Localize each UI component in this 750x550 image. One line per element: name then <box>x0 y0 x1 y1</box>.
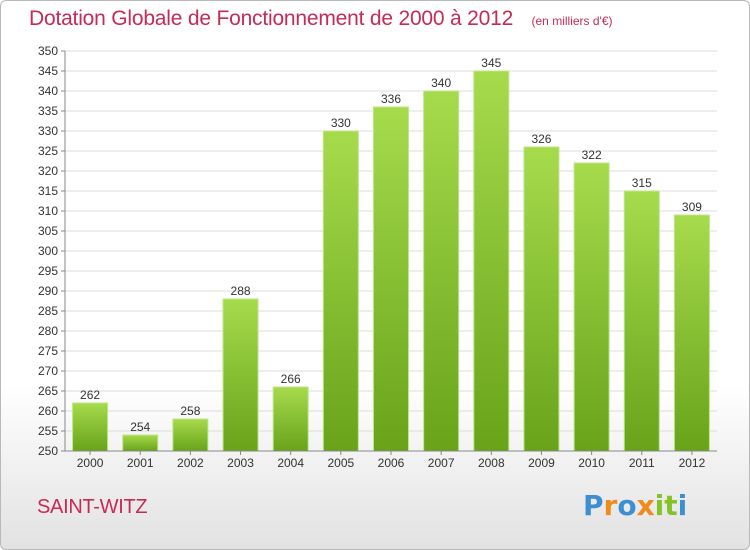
data-label: 330 <box>331 116 351 130</box>
x-tick-label: 2003 <box>227 456 254 470</box>
data-label: 258 <box>180 404 200 418</box>
axes <box>61 50 717 455</box>
y-tick-label: 325 <box>38 144 58 158</box>
bar-2004 <box>272 386 309 452</box>
proxiti-logo: Proxiti <box>583 489 687 522</box>
x-tick-label: 2010 <box>578 456 605 470</box>
x-tick-label: 2000 <box>77 456 104 470</box>
y-tick-label: 335 <box>38 104 58 118</box>
logo-letter: x <box>636 489 655 522</box>
x-tick-label: 2005 <box>327 456 354 470</box>
y-tick-label: 315 <box>38 184 58 198</box>
title-row: Dotation Globale de Fonctionnement de 20… <box>29 7 613 31</box>
x-tick-label: 2008 <box>478 456 505 470</box>
y-tick-label: 295 <box>38 264 58 278</box>
y-tick-label: 290 <box>38 284 58 298</box>
x-tick-label: 2012 <box>679 456 706 470</box>
y-tick-label: 300 <box>38 244 58 258</box>
data-label: 266 <box>281 372 301 386</box>
bar-2001 <box>122 434 159 452</box>
bar-2010 <box>573 162 610 452</box>
chart-subtitle: (en milliers d'€) <box>531 14 613 28</box>
data-label: 254 <box>130 420 150 434</box>
x-tick-label: 2001 <box>127 456 154 470</box>
y-tick-label: 320 <box>38 164 58 178</box>
y-tick-label: 275 <box>38 344 58 358</box>
logo-letter: t <box>664 489 678 522</box>
y-tick-label: 265 <box>38 384 58 398</box>
data-label: 288 <box>231 284 251 298</box>
y-tick-label: 345 <box>38 64 58 78</box>
x-tick-label: 2007 <box>428 456 455 470</box>
x-tick-label: 2009 <box>528 456 555 470</box>
logo-letter: P <box>583 489 604 522</box>
labels: 250 255 260 265 270 275 280 285 290 295 300 305 310 3… <box>38 44 706 470</box>
y-tick-label: 310 <box>38 204 58 218</box>
y-tick-label: 305 <box>38 224 58 238</box>
y-tick-label: 280 <box>38 324 58 338</box>
bar-2007 <box>423 90 460 452</box>
logo-letter: i <box>677 489 688 522</box>
x-tick-label: 2004 <box>277 456 304 470</box>
bars <box>72 70 710 452</box>
bar-2008 <box>473 70 510 452</box>
logo-letter: i <box>654 489 665 522</box>
data-label: 262 <box>80 388 100 402</box>
bar-2002 <box>172 418 209 452</box>
data-label: 326 <box>531 132 551 146</box>
data-label: 345 <box>481 56 501 70</box>
x-tick-label: 2011 <box>629 456 655 470</box>
y-tick-label: 285 <box>38 304 58 318</box>
bar-2006 <box>373 106 409 452</box>
y-tick-label: 255 <box>38 424 58 438</box>
bar-2012 <box>673 214 710 452</box>
logo-letter: r <box>603 489 618 522</box>
place-name: SAINT-WITZ <box>37 496 148 518</box>
y-tick-label: 330 <box>38 124 58 138</box>
bar-2009 <box>523 146 560 452</box>
x-tick-label: 2006 <box>378 456 405 470</box>
y-tick-label: 270 <box>38 364 58 378</box>
data-label: 322 <box>582 148 602 162</box>
logo-letter: o <box>617 489 637 522</box>
y-tick-label: 250 <box>38 444 58 458</box>
data-label: 340 <box>431 76 451 90</box>
chart-title: Dotation Globale de Fonctionnement de 20… <box>29 7 514 30</box>
y-tick-label: 260 <box>38 404 58 418</box>
data-label: 315 <box>632 176 652 190</box>
bar-2003 <box>222 298 259 452</box>
data-label: 336 <box>381 92 401 106</box>
bar-2011 <box>623 190 660 452</box>
y-tick-label: 350 <box>38 44 58 58</box>
x-tick-label: 2002 <box>177 456 204 470</box>
y-tick-label: 340 <box>38 84 58 98</box>
bar-2000 <box>72 402 109 452</box>
bar-2005 <box>322 130 359 452</box>
data-label: 309 <box>682 200 702 214</box>
